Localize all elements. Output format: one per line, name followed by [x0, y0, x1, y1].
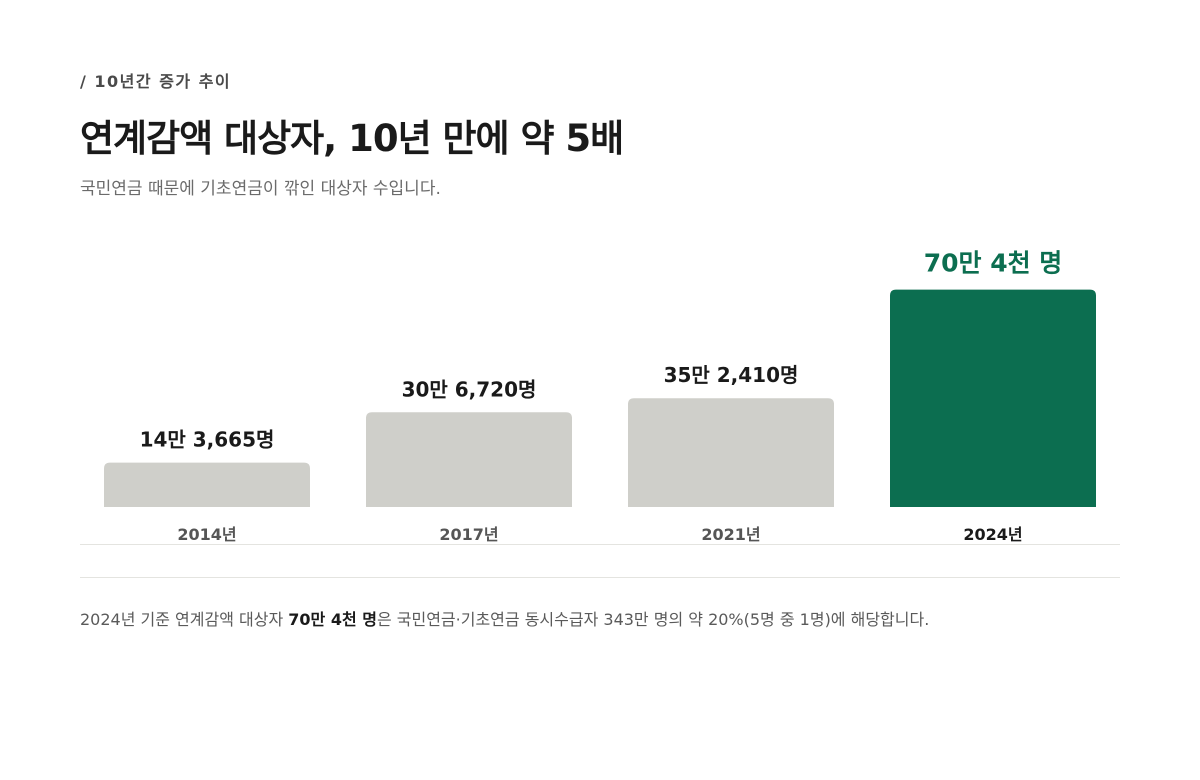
value-label-3: 70만 4천 명 — [924, 249, 1063, 278]
bar-1 — [366, 412, 572, 507]
bar-0 — [104, 462, 310, 507]
section-kicker: / 10년간 증가 추이 — [80, 72, 232, 91]
value-label-0: 14만 3,665명 — [140, 428, 275, 452]
divider — [80, 577, 1120, 578]
category-label-1: 2017년 — [439, 525, 498, 544]
page-title: 연계감액 대상자, 10년 만에 약 5배 — [80, 117, 624, 160]
bar-2 — [628, 398, 834, 507]
footnote-suffix: 은 국민연금·기초연금 동시수급자 343만 명의 약 20%(5명 중 1명)… — [376, 610, 930, 629]
value-label-1: 30만 6,720명 — [402, 377, 537, 401]
footnote: 2024년 기준 연계감액 대상자 70만 4천 명은 국민연금·기초연금 동시… — [80, 606, 929, 630]
category-label-0: 2014년 — [177, 525, 236, 544]
bar-3 — [890, 289, 1096, 507]
footnote-prefix: 2024년 기준 연계감액 대상자 — [80, 610, 289, 629]
page-subtitle: 국민연금 때문에 기초연금이 깎인 대상자 수입니다. — [80, 179, 441, 199]
value-label-2: 35만 2,410명 — [664, 363, 799, 387]
bar-chart: 14만 3,665명 2014년 30만 6,720명 2017년 35만 2,410명… — [104, 249, 1096, 544]
category-label-3: 2024년 — [963, 525, 1022, 544]
category-label-2: 2021년 — [701, 525, 760, 544]
chart-baseline — [80, 544, 1120, 545]
footnote-emphasis: 70만 4천 명 — [288, 610, 377, 629]
